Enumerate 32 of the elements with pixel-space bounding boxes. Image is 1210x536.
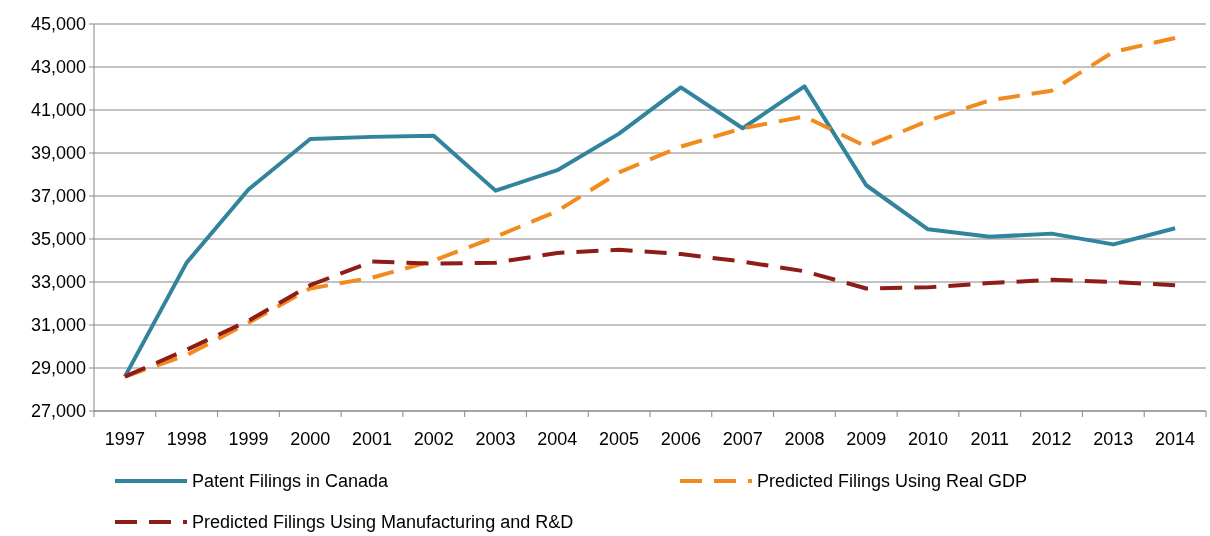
y-tick-label: 35,000 <box>30 229 86 250</box>
y-tick-label: 31,000 <box>30 315 86 336</box>
x-tick-label: 2000 <box>290 429 331 449</box>
y-tick-label: 39,000 <box>30 143 86 164</box>
y-tick-label: 37,000 <box>30 186 86 207</box>
x-tick-label: 2010 <box>907 429 949 449</box>
x-tick-label: 2014 <box>1155 429 1196 449</box>
x-tick-label: 2008 <box>784 429 825 449</box>
x-tick-label: 1997 <box>104 429 145 449</box>
legend-label: Predicted Filings Using Manufacturing and R&D <box>192 512 574 532</box>
line-series <box>122 247 1178 379</box>
x-tick-label: 2002 <box>413 429 454 449</box>
x-tick-label: 2004 <box>537 429 578 449</box>
x-tick-label: 2007 <box>722 429 763 449</box>
x-tick-label: 2009 <box>846 429 887 449</box>
x-tick-label: 2012 <box>1031 429 1072 449</box>
x-tick-label: 1999 <box>228 429 269 449</box>
x-tick-label: 2001 <box>351 429 393 449</box>
legend-label: Patent Filings in Canada <box>192 471 390 491</box>
legend-label: Predicted Filings Using Real GDP <box>757 471 1028 491</box>
x-tick-label: 2005 <box>599 429 640 449</box>
y-tick-label: 29,000 <box>30 358 86 379</box>
y-tick-label: 43,000 <box>30 57 86 78</box>
y-tick-label: 45,000 <box>30 14 86 35</box>
y-tick-label: 33,000 <box>30 272 86 293</box>
y-tick-label: 27,000 <box>30 401 86 422</box>
x-tick-label: 2003 <box>475 429 516 449</box>
x-tick-label: 1998 <box>166 429 207 449</box>
x-tick-label: 2013 <box>1093 429 1134 449</box>
y-tick-label: 41,000 <box>30 100 86 121</box>
x-tick-label: 2006 <box>660 429 701 449</box>
x-tick-label: 2011 <box>970 429 1010 449</box>
